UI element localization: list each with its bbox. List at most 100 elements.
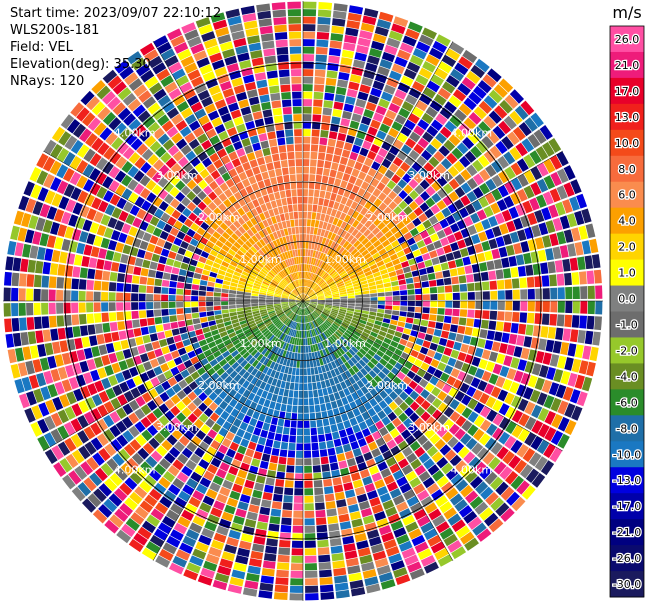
ray-gate xyxy=(284,419,291,428)
ray-gate xyxy=(459,309,468,317)
ray-gate xyxy=(329,345,336,353)
ray-gate xyxy=(274,191,281,200)
ray-gate xyxy=(189,238,199,247)
ray-gate xyxy=(170,274,179,282)
ray-gate xyxy=(422,131,434,143)
ray-gate xyxy=(203,349,213,357)
ray-gate xyxy=(235,164,245,175)
ray-gate xyxy=(309,329,313,338)
ray-gate xyxy=(43,139,57,155)
ray-gate xyxy=(477,79,492,94)
ray-gate xyxy=(368,441,378,451)
ray-gate xyxy=(409,264,419,272)
ray-gate xyxy=(167,145,180,157)
ray-gate xyxy=(303,296,309,301)
ray-gate xyxy=(419,325,428,333)
ray-gate xyxy=(287,9,301,17)
ray-gate xyxy=(253,254,261,261)
ray-gate xyxy=(181,196,191,207)
ray-gate xyxy=(135,336,144,346)
ray-gate xyxy=(56,180,69,195)
ray-gate xyxy=(276,230,282,238)
ray-gate xyxy=(205,146,216,157)
ray-gate xyxy=(317,295,325,298)
ray-gate xyxy=(445,252,455,262)
ray-gate xyxy=(429,100,443,112)
ray-gate xyxy=(112,81,127,95)
ray-gate xyxy=(412,249,422,258)
ray-gate xyxy=(262,40,275,50)
ray-gate xyxy=(550,397,562,412)
ray-gate xyxy=(303,46,315,54)
ray-gate xyxy=(317,304,325,308)
ray-gate xyxy=(336,499,347,508)
ray-gate xyxy=(81,112,96,127)
ray-gate xyxy=(547,326,557,339)
ray-gate xyxy=(91,346,101,358)
ray-gate xyxy=(384,287,392,292)
ray-gate xyxy=(564,419,577,435)
ray-gate xyxy=(288,312,294,319)
ray-gate xyxy=(569,329,579,343)
ray-gate xyxy=(176,288,184,295)
ray-gate xyxy=(303,144,311,152)
ray-gate xyxy=(221,437,232,448)
ray-gate xyxy=(84,193,96,207)
ray-gate xyxy=(303,413,310,421)
ray-gate xyxy=(252,199,260,208)
ray-gate xyxy=(344,34,358,44)
ray-gate xyxy=(392,469,404,481)
ray-gate xyxy=(285,276,291,283)
ray-gate xyxy=(298,295,303,301)
ray-gate xyxy=(299,226,303,234)
ray-gate xyxy=(400,126,412,137)
ray-gate xyxy=(556,231,567,245)
ray-gate xyxy=(333,392,341,401)
ray-gate xyxy=(260,287,268,292)
ray-gate xyxy=(388,381,398,391)
ray-gate xyxy=(270,259,277,267)
ray-gate xyxy=(577,330,586,344)
ray-gate xyxy=(437,188,448,199)
ray-gate xyxy=(312,121,321,130)
ray-gate xyxy=(397,458,409,469)
ray-gate xyxy=(356,325,365,331)
ray-gate xyxy=(577,256,586,270)
ray xyxy=(303,21,423,301)
ray-gate xyxy=(273,17,287,26)
ray-gate xyxy=(556,273,565,286)
ray-gate xyxy=(478,100,493,115)
ray-gate xyxy=(452,89,467,102)
ray-gate xyxy=(317,304,325,307)
range-ring-label: 2.00km xyxy=(366,379,408,392)
ray-gate xyxy=(338,312,346,317)
ray-gate xyxy=(240,359,248,368)
ray-gate xyxy=(391,240,400,248)
ray-gate xyxy=(180,107,193,119)
colorbar-tick: 17.0 xyxy=(615,85,640,98)
ray-gate xyxy=(181,447,193,459)
ray-gate xyxy=(309,313,314,321)
ray-gate xyxy=(140,69,155,83)
ray-gate xyxy=(303,271,305,279)
ray-gate xyxy=(305,338,308,346)
ray-gate xyxy=(239,319,247,325)
ray-gate xyxy=(191,301,199,307)
ray-gate xyxy=(318,2,333,10)
ray-gate xyxy=(569,196,580,211)
ray-gate xyxy=(192,206,203,217)
ray-gate xyxy=(413,508,427,521)
ray-gate xyxy=(419,179,430,190)
ray-gate xyxy=(308,322,313,330)
ray-gate xyxy=(125,517,140,532)
ray-gate xyxy=(193,361,203,371)
ray-gate xyxy=(325,77,337,86)
ray-gate xyxy=(332,301,340,303)
ray-gate xyxy=(303,295,308,301)
ray-gate xyxy=(530,166,543,181)
ray-gate xyxy=(68,214,79,227)
ray-gate xyxy=(258,18,272,27)
ray-gate xyxy=(333,376,340,385)
ray-gate xyxy=(57,366,68,380)
ray-gate xyxy=(463,117,477,131)
